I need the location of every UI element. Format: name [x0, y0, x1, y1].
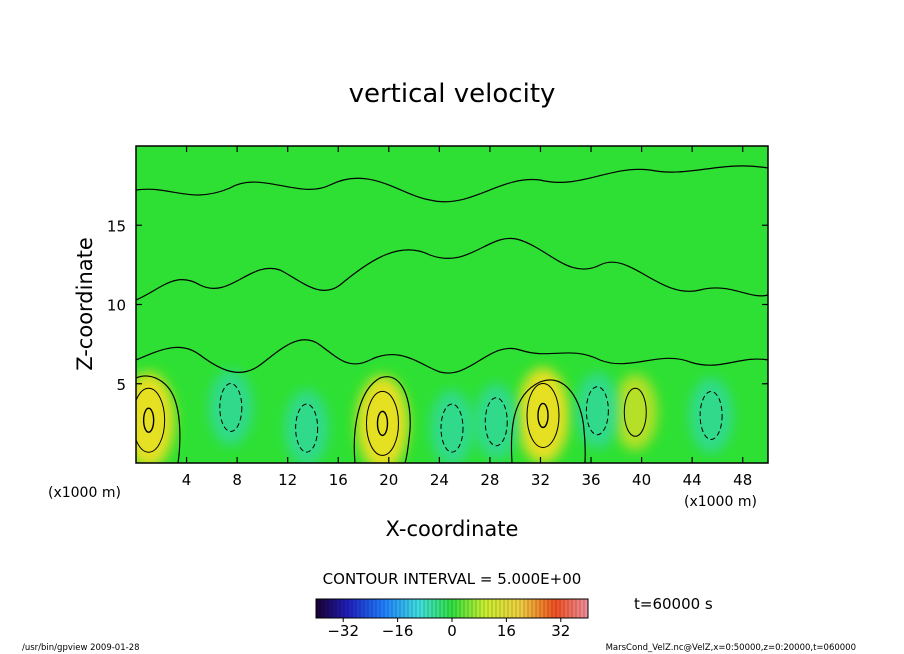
footer-left: /usr/bin/gpview 2009-01-28: [22, 643, 140, 653]
colorbar-tick-label: 16: [497, 622, 516, 640]
colorbar: −32 −16 0 16 32: [315, 598, 589, 640]
x-tick-label: 28: [480, 471, 499, 489]
colorbar-ticks: −32 −16 0 16 32: [327, 618, 570, 640]
colorbar-tick-label: −16: [382, 622, 414, 640]
updraft-region: [613, 374, 658, 451]
footer-right: MarsCond_VelZ.nc@VelZ,x=0:50000,z=0:2000…: [606, 643, 856, 653]
contour-cores: [136, 382, 723, 456]
updraft-core-contour: [376, 410, 389, 437]
x-tick-label: 36: [581, 471, 600, 489]
x-tick-label: 40: [632, 471, 651, 489]
updraft-contour: [526, 382, 560, 448]
y-tick-label: 5: [116, 376, 126, 394]
downdraft-region: [430, 390, 474, 463]
y-axis-label: Z-coordinate: [73, 237, 97, 371]
y-tick-label: 10: [107, 297, 126, 315]
contour-mid-band: [136, 237, 768, 301]
x-unit-left: (x1000 m): [48, 485, 121, 501]
updraft-region: [356, 375, 409, 463]
downdraft-region: [575, 372, 620, 449]
x-tick-label: 48: [733, 471, 752, 489]
x-tick-label: 8: [232, 471, 242, 489]
updraft-core-contour: [537, 402, 549, 429]
colorbar-cells: [319, 599, 585, 618]
x-tick-label: 32: [531, 471, 550, 489]
downdraft-contour: [699, 390, 723, 440]
downdraft-region: [689, 377, 734, 454]
colorbar-tick-label: 32: [551, 622, 570, 640]
chart-title: vertical velocity: [349, 79, 556, 109]
velocity-field: [136, 367, 734, 463]
downdraft-region: [208, 369, 253, 446]
x-tick-label: 4: [182, 471, 192, 489]
y-axis-ticks: 5 10 15: [107, 217, 768, 394]
colorbar-tick-label: 0: [447, 622, 457, 640]
contour-lines: [136, 165, 768, 463]
colorbar-tick-label: −32: [327, 622, 359, 640]
x-tick-label: 44: [683, 471, 702, 489]
downdraft-region: [474, 383, 519, 460]
time-label: t=60000 s: [634, 595, 713, 613]
downdraft-contour: [219, 383, 243, 433]
downdraft-contour: [585, 386, 609, 436]
updraft-region: [517, 367, 570, 463]
x-tick-label: 20: [379, 471, 398, 489]
x-unit-right: (x1000 m): [684, 494, 757, 510]
contour-low-left: [136, 375, 181, 463]
updraft-region: [136, 372, 175, 463]
downdraft-contour: [440, 403, 464, 453]
contour-upper-band: [136, 165, 768, 203]
updraft-contour: [365, 390, 399, 456]
downdraft-region: [284, 390, 329, 463]
contour-interval-label: CONTOUR INTERVAL = 5.000E+00: [323, 570, 582, 588]
updraft-contour: [623, 387, 647, 437]
downdraft-contour: [484, 397, 508, 447]
x-tick-label: 12: [278, 471, 297, 489]
y-tick-label: 15: [107, 217, 126, 235]
contour-low-right: [510, 379, 586, 463]
x-axis-label: X-coordinate: [386, 517, 519, 541]
x-axis-ticks: 4 8 12 16 20 24 28 32 36 40 44 48: [182, 146, 752, 489]
contour-lower-band: [136, 339, 768, 374]
x-tick-label: 24: [430, 471, 449, 489]
contour-low-center: [353, 376, 411, 463]
updraft-contour: [136, 387, 166, 453]
downdraft-contour: [295, 403, 319, 453]
x-tick-label: 16: [329, 471, 348, 489]
updraft-core-contour: [142, 407, 155, 433]
